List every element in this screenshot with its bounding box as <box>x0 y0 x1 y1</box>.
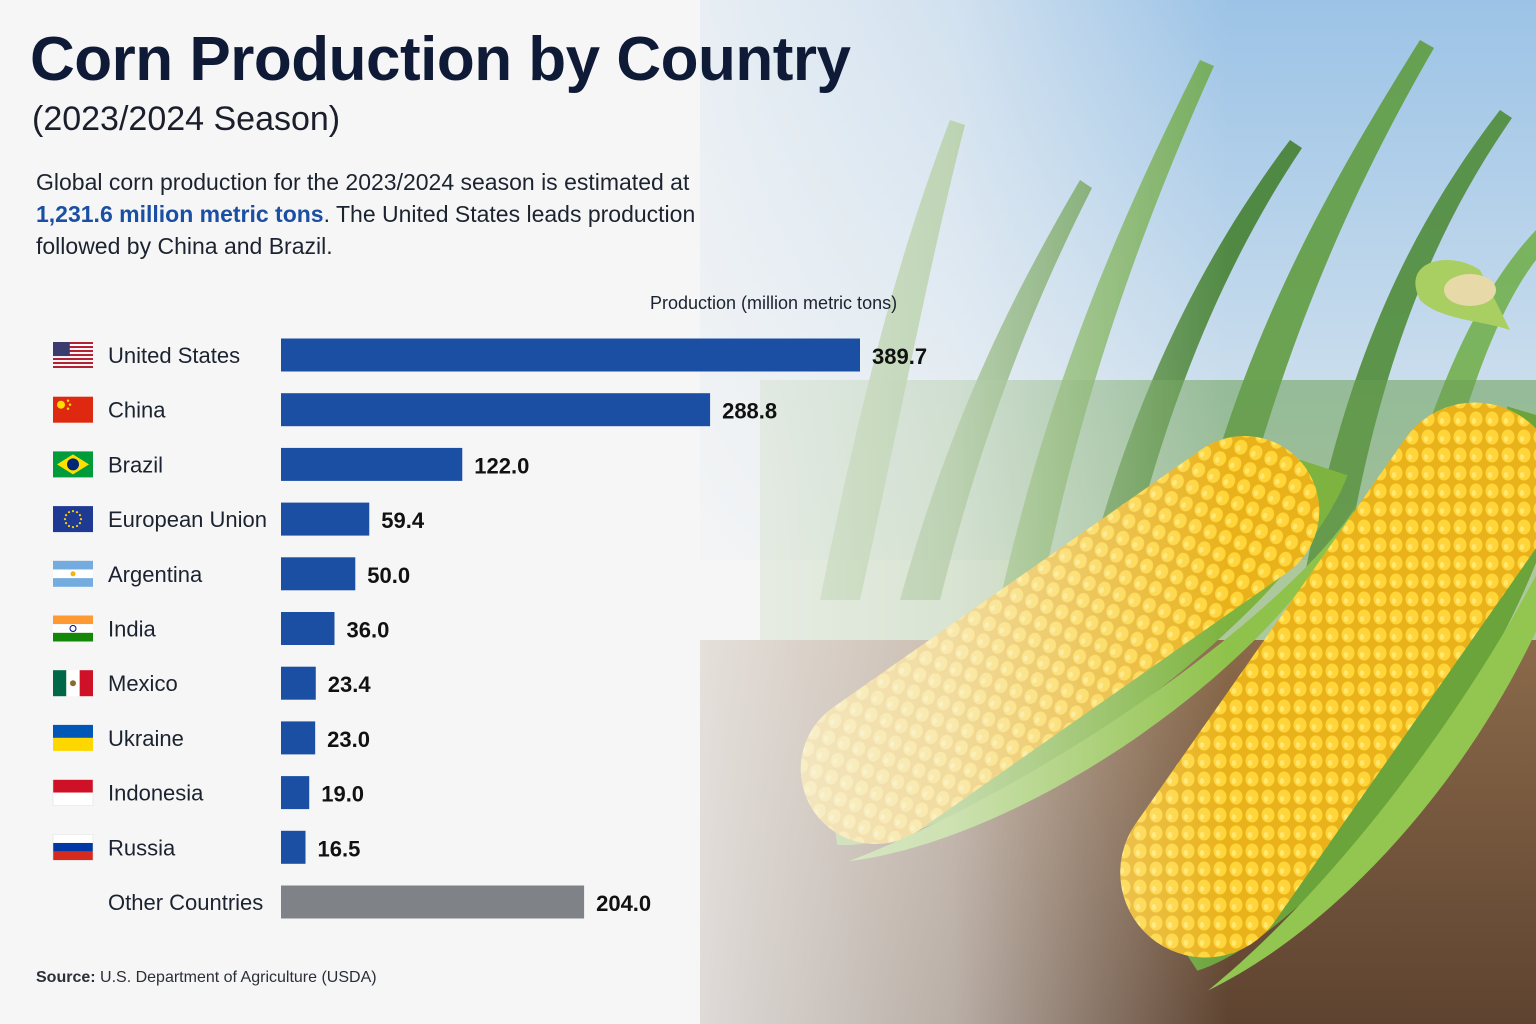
us-flag-icon <box>53 342 93 368</box>
bar <box>281 666 316 700</box>
source-text: U.S. Department of Agriculture (USDA) <box>100 969 377 986</box>
brazil-flag-icon <box>53 451 93 478</box>
page-subtitle: (2023/2024 Season) <box>32 100 341 138</box>
value-label: 23.4 <box>328 672 372 697</box>
mexico-flag-icon <box>53 670 93 697</box>
russia-flag-icon <box>52 834 94 861</box>
category-label: United States <box>108 343 240 368</box>
value-label: 16.5 <box>318 836 361 861</box>
value-label: 288.8 <box>722 399 777 424</box>
value-label: 19.0 <box>321 782 364 807</box>
bar <box>281 612 335 645</box>
bar <box>281 502 370 536</box>
bar <box>281 447 463 481</box>
category-label: Ukraine <box>108 726 184 751</box>
value-label: 59.4 <box>381 508 425 533</box>
category-label: China <box>108 398 166 423</box>
summary-part1: Global corn production for the 2023/2024… <box>36 169 690 195</box>
india-flag-icon <box>53 615 93 642</box>
value-label: 50.0 <box>367 563 410 588</box>
argentina-flag-icon <box>53 560 93 587</box>
bar <box>281 393 711 427</box>
category-label: Indonesia <box>108 781 204 806</box>
bar <box>281 885 585 919</box>
category-label: Mexico <box>108 671 178 696</box>
category-label: Brazil <box>108 452 163 477</box>
summary-highlight: 1,231.6 million metric tons <box>36 201 324 227</box>
category-label: Other Countries <box>108 890 263 915</box>
value-label: 23.0 <box>327 727 370 752</box>
summary-text: Global corn production for the 2023/2024… <box>36 166 756 262</box>
x-axis-label: Production (million metric tons) <box>650 293 898 313</box>
category-label: India <box>108 617 156 642</box>
source-label: Source: <box>36 969 96 986</box>
value-label: 204.0 <box>596 891 651 916</box>
china-flag-icon <box>53 396 93 423</box>
eu-flag-icon <box>53 506 93 533</box>
bar <box>281 557 356 591</box>
bar <box>281 721 316 755</box>
bar <box>281 830 306 864</box>
category-label: Argentina <box>108 562 203 587</box>
source-note: Source: U.S. Department of Agriculture (… <box>36 969 377 987</box>
page-title: Corn Production by Country <box>30 25 851 94</box>
value-label: 389.7 <box>872 344 927 369</box>
category-label: European Union <box>108 507 267 532</box>
value-label: 36.0 <box>346 618 389 643</box>
bar <box>281 338 860 372</box>
ukraine-flag-icon <box>53 724 93 751</box>
category-label: Russia <box>108 835 176 860</box>
value-label: 122.0 <box>474 453 529 478</box>
summary-part2: . The United States leads production fol… <box>36 201 696 259</box>
bar <box>281 776 310 810</box>
indonesia-flag-icon <box>52 779 94 806</box>
